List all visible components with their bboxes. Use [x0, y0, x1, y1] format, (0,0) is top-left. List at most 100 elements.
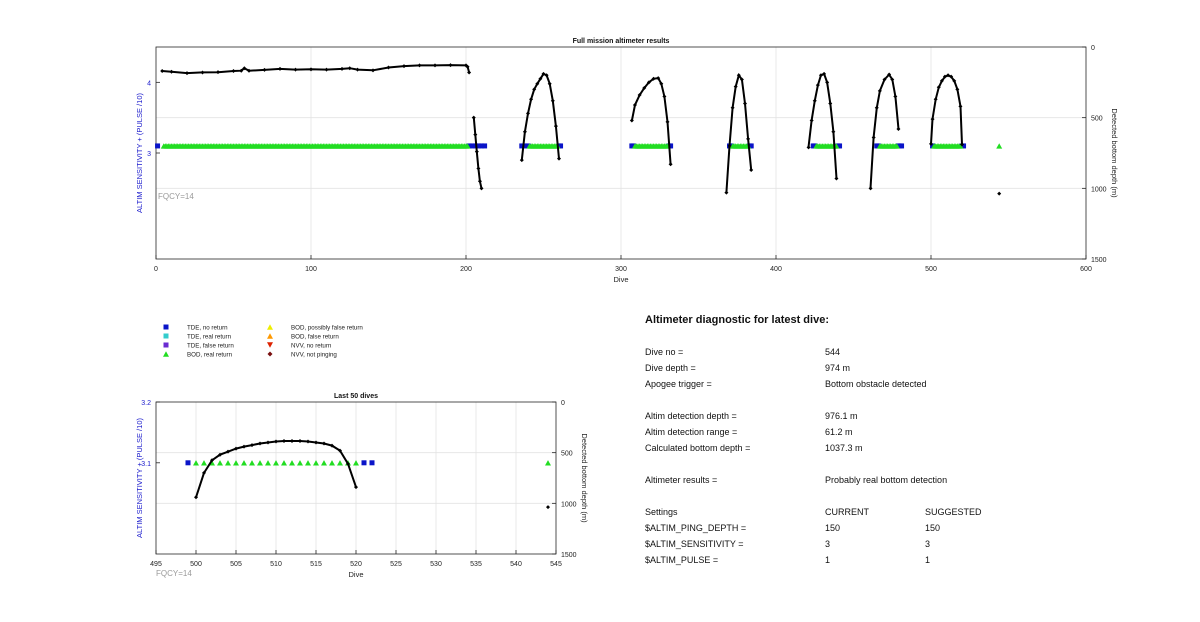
legend-label: BOD, false return — [291, 334, 339, 341]
y-right-tick-label: 1500 — [1091, 257, 1107, 264]
diag-row-value: 61.2 m — [825, 427, 853, 437]
tde-no-return-marker — [812, 143, 818, 149]
diag-row-value: 544 — [825, 347, 841, 357]
bod-real-return-marker — [241, 460, 247, 466]
tde-no-return-marker — [519, 143, 525, 149]
tde-no-return-marker — [369, 460, 375, 466]
tde-no-return-marker — [479, 143, 484, 149]
diag-row-label: Dive depth = — [645, 363, 696, 373]
bod-real-return-marker — [217, 460, 223, 466]
bottom-depth-point — [960, 142, 964, 147]
diag-row-value: Probably real bottom detection — [825, 475, 948, 485]
bottom-depth-point — [893, 94, 898, 99]
bottom-depth-point — [550, 98, 555, 103]
bottom-depth-point — [471, 115, 476, 120]
legend-diamond-icon — [267, 351, 273, 357]
bottom-depth-point — [465, 64, 470, 69]
bottom-depth-point — [274, 439, 278, 444]
bottom-depth-point — [529, 97, 534, 102]
tde-no-return-marker — [961, 143, 967, 149]
bottom-depth-point — [896, 126, 901, 131]
tde-no-return-marker — [748, 143, 754, 149]
bottom-depth-point — [822, 71, 827, 76]
bottom-depth-point — [746, 136, 751, 141]
bod-real-return-marker — [297, 460, 303, 466]
bod-real-return-marker — [321, 460, 327, 466]
bottom-depth-point — [448, 63, 453, 68]
legend-label: TDE, real return — [187, 334, 232, 341]
bottom-depth-point — [519, 158, 524, 163]
diag-row-label: Altim detection depth = — [645, 411, 737, 421]
bod-real-return-marker — [353, 460, 359, 466]
y-right-tick-label: 0 — [561, 400, 565, 407]
bottom-depth-point — [659, 81, 664, 86]
y-right-tick-label: 1000 — [1091, 186, 1107, 193]
x-tick-label: 500 — [190, 561, 202, 568]
bottom-depth-point — [812, 98, 817, 103]
bottom-depth-point — [239, 68, 244, 73]
bottom-depth-point — [809, 118, 814, 123]
y-right-axis-label: Detected bottom depth (m) — [1110, 108, 1119, 198]
bottom-depth-point — [282, 439, 286, 444]
bottom-depth-point — [743, 101, 747, 106]
bottom-depth-point — [806, 145, 811, 150]
tde-no-return-marker — [469, 143, 475, 149]
legend-label: NVV, no return — [291, 343, 332, 350]
bottom-depth-point — [946, 73, 951, 78]
bottom-depth-line — [807, 72, 838, 179]
bottom-depth-point — [200, 70, 205, 75]
bottom-depth-point — [402, 64, 406, 69]
bottom-depth-point — [637, 93, 642, 98]
bottom-depth-point — [346, 461, 350, 466]
tde-no-return-marker — [482, 143, 488, 149]
last-50-dives-chart: 495 500 505 510 515 520 525 530 535 540 545 3.1 3.2 0… — [135, 393, 589, 579]
bottom-depth-point — [871, 135, 876, 140]
chart-title: Full mission altimeter results — [573, 38, 670, 45]
bottom-depth-point — [557, 156, 561, 161]
bod-real-return-marker — [265, 460, 271, 466]
y-left-tick-label: 3.1 — [141, 461, 151, 468]
diag-row-value: 976.1 m — [825, 411, 858, 421]
bottom-depth-point — [736, 73, 741, 78]
tde-no-return-marker — [185, 460, 191, 466]
frequency-label: FQCY=14 — [158, 192, 194, 201]
bottom-depth-point — [354, 485, 358, 490]
bod-real-return-marker — [193, 460, 199, 466]
bottom-depth-point — [226, 449, 230, 454]
x-tick-label: 600 — [1080, 266, 1092, 273]
legend-label: TDE, false return — [187, 343, 234, 350]
bottom-depth-point — [815, 83, 820, 88]
bod-real-return-marker — [225, 460, 231, 466]
x-tick-label: 540 — [510, 561, 522, 568]
y-right-tick-label: 0 — [1091, 45, 1095, 52]
bod-real-return-marker — [957, 143, 964, 149]
chart-title: Last 50 dives — [334, 393, 378, 400]
x-tick-label: 505 — [230, 561, 242, 568]
legend-triangle-up-icon — [267, 324, 273, 330]
bottom-depth-line — [930, 74, 963, 145]
bottom-depth-point — [544, 73, 549, 78]
x-tick-label: 400 — [770, 266, 782, 273]
legend-label: BOD, real return — [187, 352, 233, 359]
legend-square-icon — [163, 342, 169, 348]
settings-header-suggested: SUGGESTED — [925, 507, 982, 517]
bottom-depth-point — [522, 129, 527, 134]
bottom-depth-point — [825, 80, 830, 85]
bottom-depth-point — [278, 66, 282, 71]
x-tick-label: 0 — [154, 266, 158, 273]
x-tick-label: 500 — [925, 266, 937, 273]
diag-row-label: Calculated bottom depth = — [645, 443, 751, 453]
bottom-depth-point — [541, 71, 546, 76]
bottom-depth-point — [202, 470, 206, 475]
x-tick-label: 510 — [270, 561, 282, 568]
bottom-depth-point — [629, 118, 634, 123]
legend-label: NVV, not pinging — [291, 352, 337, 359]
settings-header-label: Settings — [645, 507, 678, 517]
tde-no-return-marker — [899, 143, 905, 149]
bottom-depth-point — [877, 88, 882, 93]
bottom-depth-point — [724, 190, 729, 195]
setting-suggested: 1 — [925, 555, 931, 565]
tde-no-return-marker — [522, 143, 528, 149]
bottom-depth-point — [473, 132, 478, 137]
